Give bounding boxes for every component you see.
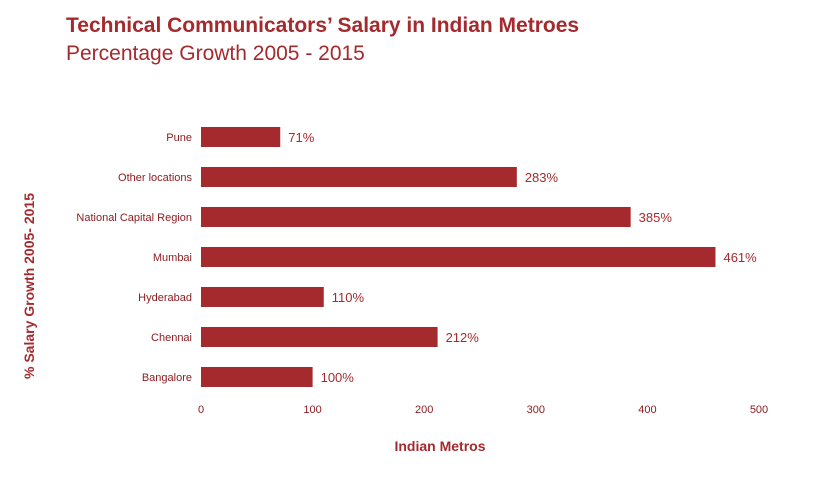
x-tick-200: 200 bbox=[415, 404, 433, 416]
x-tick-300: 300 bbox=[527, 404, 545, 416]
category-label-bangalore: Bangalore bbox=[142, 372, 192, 384]
category-label-pune: Pune bbox=[166, 132, 192, 144]
category-label-hyderabad: Hyderabad bbox=[138, 292, 192, 304]
data-label-mumbai: 461% bbox=[723, 250, 757, 265]
chart-title: Technical Communicators’ Salary in India… bbox=[66, 14, 580, 37]
bar-chennai bbox=[201, 327, 438, 347]
bar-pune bbox=[201, 127, 281, 147]
bar-bangalore bbox=[201, 367, 313, 387]
x-tick-0: 0 bbox=[198, 404, 204, 416]
bar-mumbai bbox=[201, 247, 716, 267]
category-labels: Pune Other locations National Capital Regi… bbox=[76, 132, 192, 384]
data-label-other-locations: 283% bbox=[525, 170, 559, 185]
category-label-other-locations: Other locations bbox=[118, 172, 192, 184]
bar-hyderabad bbox=[201, 287, 324, 307]
x-axis-title: Indian Metros bbox=[394, 438, 485, 454]
category-label-chennai: Chennai bbox=[151, 332, 192, 344]
data-labels: 71% 283% 385% 461% 110% 212% 100% bbox=[288, 130, 757, 385]
bar-national-capital-region bbox=[201, 207, 631, 227]
x-axis-ticks: 0 100 200 300 400 500 bbox=[198, 404, 768, 416]
category-label-national-capital-region: National Capital Region bbox=[76, 212, 192, 224]
data-label-chennai: 212% bbox=[446, 330, 480, 345]
data-label-pune: 71% bbox=[288, 130, 314, 145]
x-tick-400: 400 bbox=[638, 404, 656, 416]
bar-other-locations bbox=[201, 167, 517, 187]
data-label-hyderabad: 110% bbox=[332, 290, 365, 305]
y-axis-title: % Salary Growth 2005- 2015 bbox=[21, 193, 37, 379]
chart-subtitle: Percentage Growth 2005 - 2015 bbox=[66, 42, 365, 65]
category-label-mumbai: Mumbai bbox=[153, 252, 192, 264]
data-label-bangalore: 100% bbox=[321, 370, 355, 385]
x-tick-100: 100 bbox=[303, 404, 321, 416]
data-label-national-capital-region: 385% bbox=[639, 210, 673, 225]
x-tick-500: 500 bbox=[750, 404, 768, 416]
bars-group bbox=[201, 127, 716, 387]
